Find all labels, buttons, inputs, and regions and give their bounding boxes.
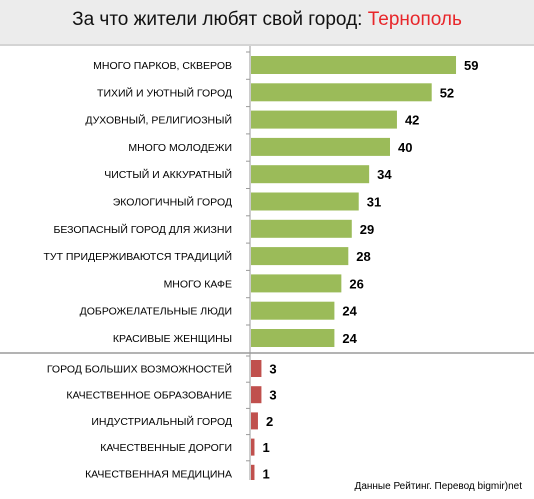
value-label: 40 (398, 140, 412, 155)
category-label: КАЧЕСТВЕННЫЕ ДОРОГИ (100, 442, 232, 454)
chart-title: За что жители любят свой город: Тернопол… (0, 9, 534, 31)
value-label: 42 (405, 113, 419, 128)
category-label: КАЧЕСТВЕННАЯ МЕДИЦИНА (85, 468, 232, 480)
value-label: 3 (269, 388, 276, 403)
value-label: 59 (464, 58, 478, 73)
category-label: ЧИСТЫЙ И АККУРАТНЫЙ (104, 168, 232, 181)
bar (251, 464, 255, 480)
category-label: МНОГО ПАРКОВ, СКВЕРОВ (93, 60, 232, 72)
category-label: КАЧЕСТВЕННОЕ ОБРАЗОВАНИЕ (66, 390, 232, 402)
value-label: 34 (377, 167, 392, 182)
title-city: Тернополь (367, 9, 462, 30)
bar (251, 386, 262, 404)
bar (251, 137, 390, 156)
bar (251, 110, 397, 129)
source-note: Данные Рейтинг. Перевод bigmir)net (354, 481, 522, 492)
category-label: КРАСИВЫЕ ЖЕНЩИНЫ (113, 333, 232, 345)
category-label: МНОГО КАФЕ (164, 278, 232, 290)
bar-chart: МНОГО ПАРКОВ, СКВЕРОВ 59 ТИХИЙ И УЮТНЫЙ ГО… (0, 46, 534, 480)
value-label: 24 (342, 331, 357, 346)
category-label: ЭКОЛОГИЧНЫЙ ГОРОД (113, 196, 232, 209)
value-label: 2 (266, 414, 273, 429)
bar (251, 274, 342, 293)
bar (251, 301, 335, 320)
value-label: 52 (440, 85, 454, 100)
category-label: ТУТ ПРИДЕРЖИВАЮТСЯ ТРАДИЦИЙ (43, 250, 232, 263)
value-label: 3 (269, 362, 276, 377)
value-label: 24 (342, 304, 357, 319)
bar (251, 438, 255, 456)
value-label: 26 (349, 276, 363, 291)
value-label: 31 (367, 195, 381, 210)
bar (251, 412, 258, 430)
value-label: 1 (262, 466, 269, 480)
bar (251, 83, 432, 102)
category-label: ТИХИЙ И УЮТНЫЙ ГОРОД (97, 86, 232, 99)
bar (251, 219, 352, 238)
value-label: 28 (356, 249, 370, 264)
bar (251, 360, 262, 377)
category-label: ДОБРОЖЕЛАТЕЛЬНЫЕ ЛЮДИ (80, 306, 232, 318)
bar (251, 329, 335, 347)
category-label: ДУХОВНЫЙ, РЕЛИГИОЗНЫЙ (85, 114, 232, 127)
category-label: ИНДУСТРИАЛЬНЫЙ ГОРОД (91, 415, 232, 428)
value-label: 1 (262, 440, 269, 455)
bar (251, 165, 370, 184)
title-bar: За что жители любят свой город: Тернопол… (0, 0, 534, 46)
title-prefix: За что жители любят свой город: (72, 9, 363, 30)
bar (251, 56, 457, 74)
category-label: ГОРОД БОЛЬШИХ ВОЗМОЖНОСТЕЙ (47, 363, 232, 376)
category-label: МНОГО МОЛОДЕЖИ (128, 142, 232, 154)
value-label: 29 (360, 222, 374, 237)
bar (251, 247, 349, 266)
bar (251, 192, 359, 211)
category-label: БЕЗОПАСНЫЙ ГОРОД ДЛЯ ЖИЗНИ (53, 223, 232, 236)
